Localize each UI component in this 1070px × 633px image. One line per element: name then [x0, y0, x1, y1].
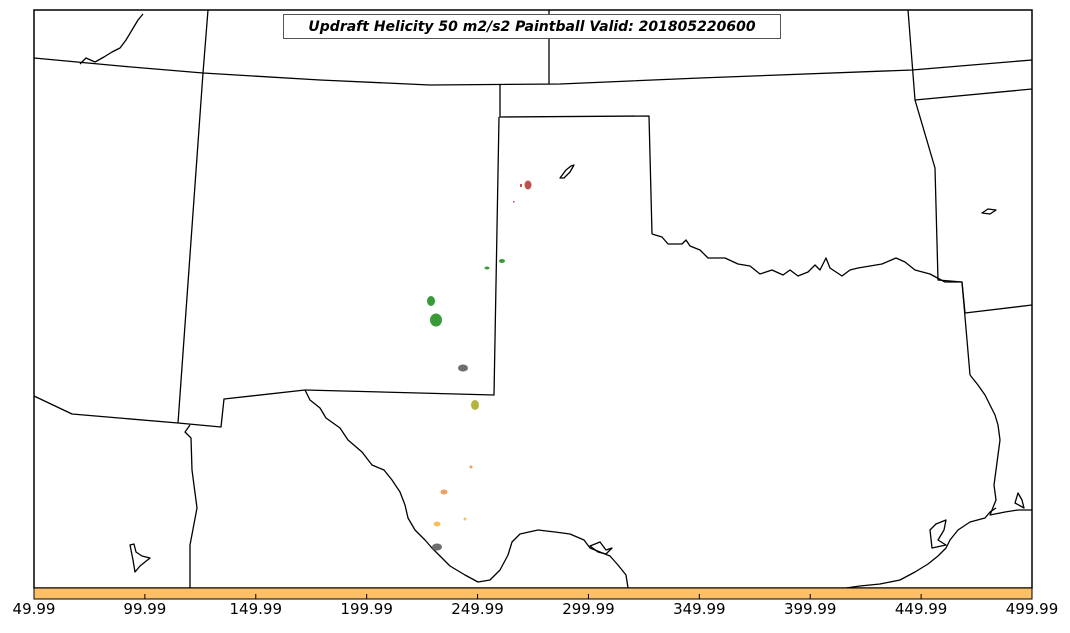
- paintball-small-dot: [513, 201, 515, 203]
- map-title: Updraft Helicity 50 m2/s2 Paintball Vali…: [283, 14, 781, 39]
- texas-outline: [304, 389, 629, 588]
- colorbar-tick-label: 49.99: [12, 600, 56, 618]
- paintball-green-1: [499, 259, 505, 263]
- state-border-north: [34, 57, 1032, 86]
- paintball-olive: [471, 400, 479, 410]
- state-border-arizona-southwest: [34, 395, 179, 424]
- colorbar-tick-label: 499.99: [1005, 600, 1059, 618]
- paintball-green-2: [484, 266, 490, 270]
- red-river: [651, 233, 962, 283]
- state-border-west-vertical: [177, 10, 209, 424]
- colorbar-tick-label: 399.99: [783, 600, 837, 618]
- state-border-newmexico-texas: [177, 389, 306, 428]
- colorbar-tick-label: 199.99: [340, 600, 393, 618]
- colorbar-tick-label: 99.99: [123, 600, 167, 618]
- lake-louisiana-coast: [1014, 492, 1025, 509]
- colorbar: [33, 587, 1033, 600]
- coast-galveston: [929, 519, 947, 549]
- lake-missouri: [981, 208, 997, 215]
- paintball-red: [524, 180, 532, 190]
- lake-north-nebraska: [79, 13, 144, 65]
- colorbar-tick-label: 449.99: [894, 600, 948, 618]
- state-border-oklahoma-north: [499, 84, 653, 235]
- paintball-gray-1: [458, 364, 468, 372]
- paintball-green-4: [430, 313, 442, 327]
- paintball-orange: [440, 489, 448, 495]
- map-background: [34, 10, 1032, 588]
- colorbar-tick-label: 299.99: [562, 600, 615, 618]
- gulf-coast-texas: [845, 507, 997, 588]
- paintball-yellow-dot: [463, 517, 467, 521]
- state-border-mexico-west: [184, 424, 198, 588]
- state-border-missouri-arkansas: [914, 99, 1032, 314]
- colorbar-tick-label: 349.99: [673, 600, 726, 618]
- louisiana-coast: [969, 374, 1032, 516]
- paintball-orange-dot: [469, 465, 473, 469]
- lake-southwest: [129, 543, 151, 573]
- lake-oklahoma: [559, 164, 575, 179]
- state-border-arkansas-louisiana: [961, 281, 971, 376]
- state-border-panhandle: [304, 116, 500, 396]
- paintball-green-3: [427, 296, 435, 306]
- colorbar-tick-label: 249.99: [451, 600, 504, 618]
- paintball-red-dot: [520, 184, 522, 187]
- colorbar-ticks: [33, 594, 1033, 599]
- colorbar-tick-label: 149.99: [229, 600, 283, 618]
- coast-corpus: [589, 541, 613, 555]
- paintball-yellow: [433, 521, 441, 527]
- paintball-gray-2: [432, 543, 442, 551]
- paintball-objects: [427, 180, 532, 551]
